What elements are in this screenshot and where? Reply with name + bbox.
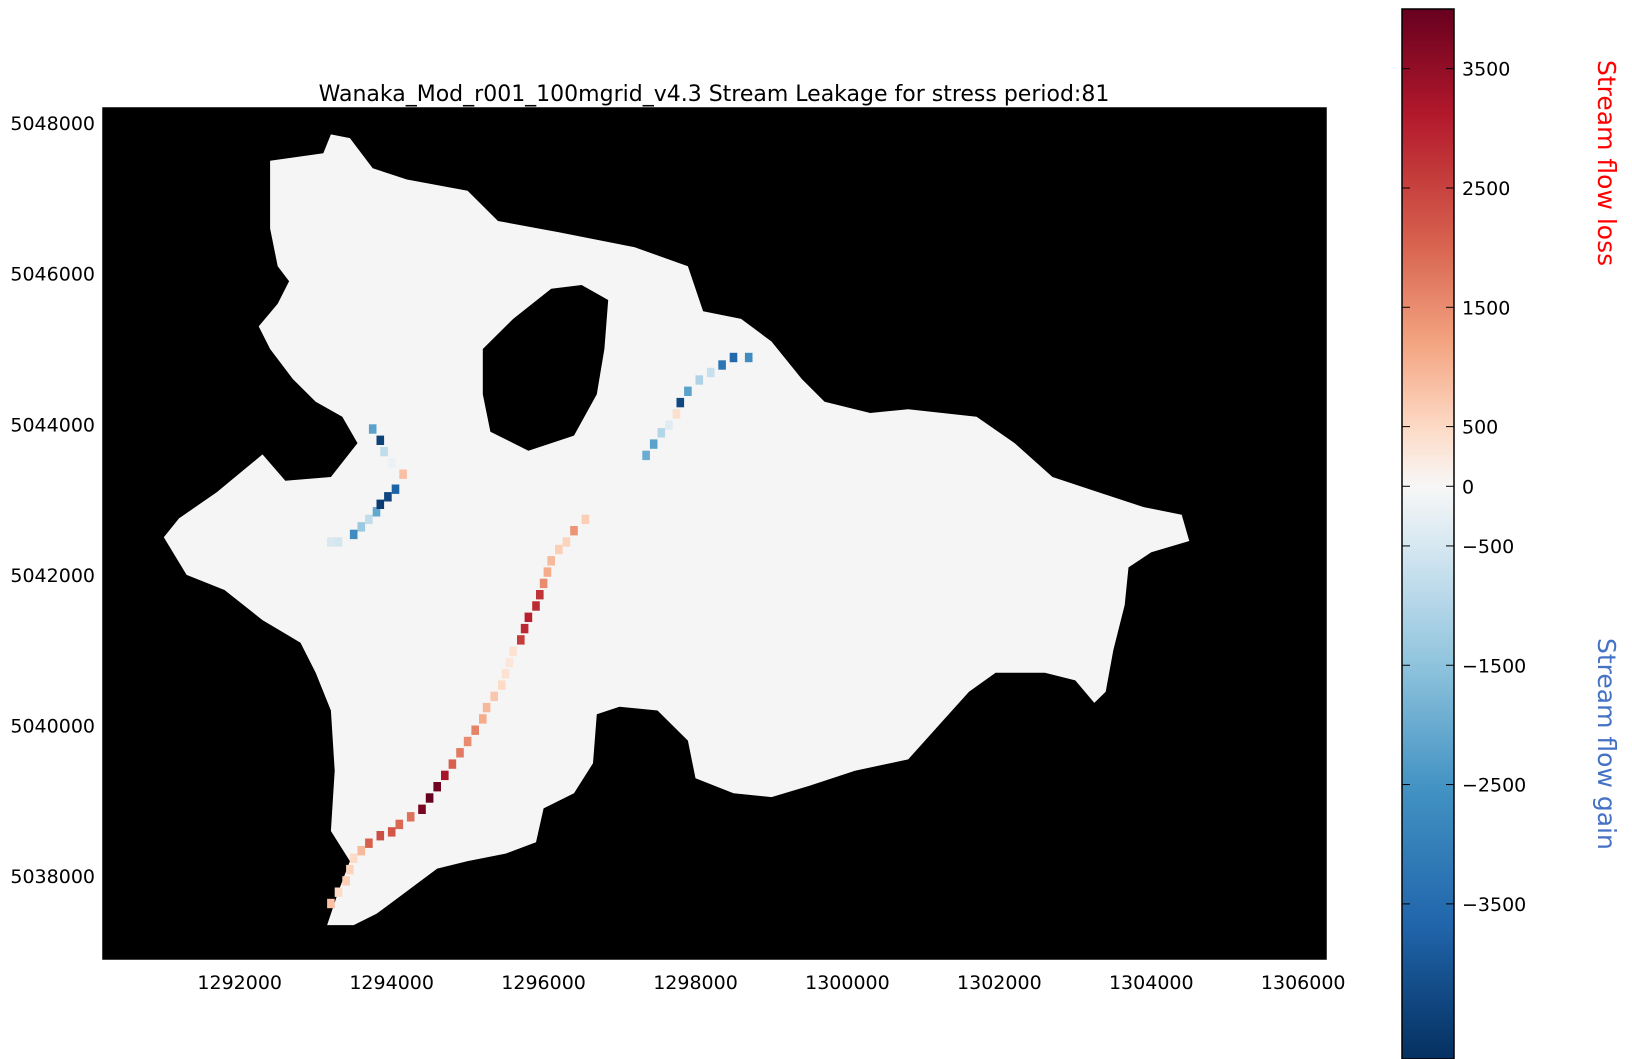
stream-cell xyxy=(501,669,510,679)
stream-cell xyxy=(536,590,544,600)
stream-cell xyxy=(505,657,514,668)
stream-cell xyxy=(384,492,392,502)
stream-cell xyxy=(327,898,335,909)
y-axis: 5038000 5040000 5042000 5044000 5046000 50480… xyxy=(10,113,1326,888)
stream-cell xyxy=(463,736,472,747)
stream-cell xyxy=(365,838,373,848)
stream-cell xyxy=(376,435,385,445)
stream-cell xyxy=(365,514,373,525)
y-tick-label: 5040000 xyxy=(10,716,95,738)
colorbar-tick-label: 3500 xyxy=(1462,59,1510,81)
stream-cell xyxy=(376,831,385,841)
x-tick-label: 1294000 xyxy=(349,972,434,994)
stream-cell xyxy=(532,601,540,611)
stream-cell xyxy=(346,864,354,875)
chart-title: Wanaka_Mod_r001_100mgrid_v4.3 Stream Lea… xyxy=(319,82,1110,107)
stream-cell xyxy=(543,567,552,577)
stream-cell xyxy=(642,450,650,461)
stream-cell xyxy=(520,623,529,634)
y-tick-label: 5046000 xyxy=(10,264,95,286)
stream-cell xyxy=(376,499,385,509)
colorbar-tick-label: 2500 xyxy=(1462,178,1510,200)
stream-cell xyxy=(349,529,358,540)
stream-cell xyxy=(649,439,658,449)
y-tick-label: 5038000 xyxy=(10,866,95,888)
colorbar-tick-label: −1500 xyxy=(1462,655,1526,677)
colorbar xyxy=(1401,8,1455,1059)
stream-cell xyxy=(368,424,377,434)
stream-cell xyxy=(327,537,335,547)
colorbar-tick-label: 0 xyxy=(1462,476,1474,498)
x-tick-label: 1304000 xyxy=(1109,972,1194,994)
stream-cell xyxy=(380,446,388,457)
colorbar-ticks: 3500 2500 1500 500 0 −500 −1500 −2500 −3500 xyxy=(1402,59,1526,916)
stream-cell xyxy=(342,876,350,886)
stream-cell xyxy=(334,537,343,547)
stream-cell xyxy=(517,635,525,645)
stream-cell xyxy=(425,793,434,803)
stream-cell xyxy=(471,725,479,735)
x-tick-label: 1296000 xyxy=(501,972,586,994)
stream-cell xyxy=(334,887,343,897)
y-tick-label: 5044000 xyxy=(10,414,95,436)
colorbar-tick-label: −3500 xyxy=(1462,894,1526,916)
x-tick-label: 1292000 xyxy=(197,972,282,994)
stream-cell xyxy=(387,458,396,468)
x-tick-label: 1298000 xyxy=(653,972,738,994)
stream-cell xyxy=(555,544,563,555)
stream-cell xyxy=(406,812,415,822)
stream-cell xyxy=(539,578,548,589)
stream-cell xyxy=(676,397,685,408)
y-tick-label: 5042000 xyxy=(10,565,95,587)
x-axis: 1292000 1294000 1296000 1298000 1300000 13020… xyxy=(197,108,1346,994)
stream-cell xyxy=(744,352,753,363)
stream-cell xyxy=(387,827,396,837)
colorbar-tick-label: −500 xyxy=(1462,536,1514,558)
colorbar-tick-label: 1500 xyxy=(1462,297,1510,319)
stream-cell xyxy=(684,386,692,396)
plot-layer xyxy=(163,134,1190,926)
stream-cell xyxy=(718,360,726,370)
stream-cell xyxy=(448,759,457,769)
x-tick-label: 1300000 xyxy=(805,972,890,994)
stream-cell xyxy=(357,522,366,532)
stream-cell xyxy=(391,484,400,494)
stream-cell xyxy=(479,714,487,724)
stream-flow-loss-label: Stream flow loss xyxy=(1592,60,1621,266)
active-model-domain xyxy=(163,134,1190,926)
stream-cell xyxy=(372,507,381,517)
stream-cell xyxy=(441,770,449,781)
stream-cell xyxy=(349,853,358,863)
stream-cell xyxy=(456,748,464,758)
y-tick-label: 5048000 xyxy=(10,113,95,135)
plot-frame xyxy=(102,107,1327,960)
stream-cell xyxy=(665,420,673,430)
colorbar-tick-label: −2500 xyxy=(1462,775,1526,797)
stream-cell xyxy=(395,819,404,830)
stream-cell xyxy=(672,409,681,419)
stream-cell xyxy=(433,782,441,792)
colorbar-tick-label: 500 xyxy=(1462,417,1498,439)
stream-cell xyxy=(657,428,666,438)
stream-cell xyxy=(418,804,426,814)
stream-cell xyxy=(706,367,715,378)
inactive-area xyxy=(482,285,609,451)
stream-cell xyxy=(581,514,590,525)
stream-cell xyxy=(562,537,571,547)
x-tick-label: 1302000 xyxy=(957,972,1042,994)
stream-flow-gain-label: Stream flow gain xyxy=(1592,638,1621,850)
stream-cell xyxy=(570,526,578,536)
stream-cell xyxy=(490,691,498,702)
stream-cell xyxy=(482,702,491,713)
stream-cell xyxy=(498,680,506,690)
stream-cell xyxy=(509,646,517,656)
stream-cell xyxy=(547,556,555,566)
stream-cell xyxy=(399,469,407,479)
stream-cell xyxy=(357,846,366,856)
stream-cell xyxy=(729,352,738,363)
stream-cell xyxy=(695,375,704,385)
stream-cell xyxy=(524,612,533,622)
x-tick-label: 1306000 xyxy=(1261,972,1346,994)
